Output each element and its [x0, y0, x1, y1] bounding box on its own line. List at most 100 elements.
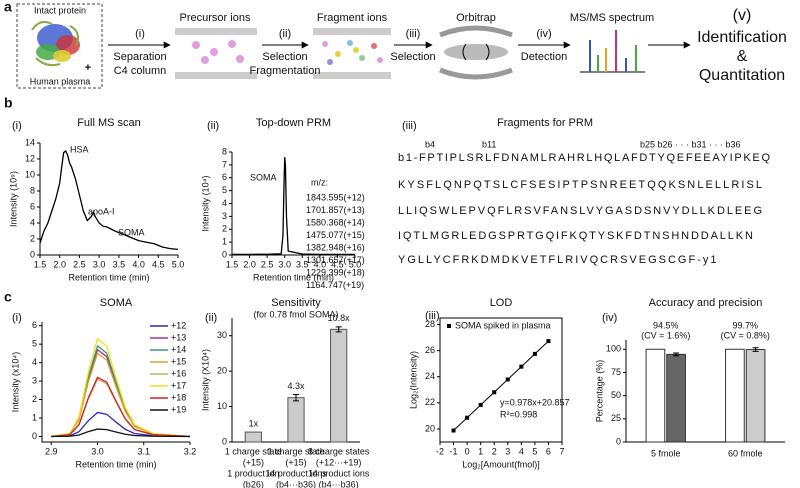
x-tick-label: 3.5	[296, 259, 309, 269]
x-tick-label: 0	[465, 446, 470, 456]
step-label: Separation	[113, 51, 166, 63]
y-tick-label: 10	[25, 169, 35, 179]
legend-label: +15	[171, 356, 186, 366]
step-number: (i)	[135, 28, 145, 40]
x-tick-label: (+15)	[243, 457, 264, 467]
x-tick-label: 3.0	[278, 259, 291, 269]
x-tick-label: (+12···+19)	[316, 457, 362, 467]
y-tick-label: 4	[30, 217, 35, 227]
y-tick-label: 28	[425, 319, 435, 329]
stage-label: MS/MS spectrum	[570, 12, 654, 24]
x-axis-label: Log₂[Amount(fmol)]	[462, 459, 540, 469]
x-tick-label: 1 charge state	[267, 446, 324, 456]
y-tick-label: 5	[32, 339, 37, 349]
annotation: R²=0.998	[500, 409, 537, 419]
point	[519, 364, 524, 369]
x-tick-label: 1 product ion	[227, 468, 279, 478]
spectrum-icon	[580, 30, 645, 73]
result-label: Quantitation	[699, 67, 785, 84]
point	[532, 351, 537, 356]
annotation: HSA	[70, 144, 89, 154]
x-axis-label: Retention time (min)	[75, 459, 156, 469]
orbitrap-icon	[439, 25, 513, 80]
bar	[645, 348, 666, 443]
subpanel-label: (iii)	[425, 310, 440, 322]
result-label: &	[737, 48, 748, 65]
subpanel-label: (iii)	[402, 120, 417, 132]
x-axis-label: Retention time (min)	[253, 272, 334, 282]
subpanel-label: (ii)	[207, 120, 219, 132]
x-tick-label: 3.0	[93, 259, 106, 269]
mz-label: 1301.657(+17)	[306, 255, 365, 265]
bar	[725, 348, 745, 443]
annotation: 4.3x	[287, 381, 305, 391]
x-tick-label: 3.0	[91, 446, 104, 456]
y-tick-label: 14	[25, 137, 35, 147]
protein-icon	[31, 21, 80, 67]
x-tick-label: -1	[450, 446, 458, 456]
data-line	[51, 411, 191, 438]
y-tick-label: 7	[222, 159, 227, 169]
mz-label: 1843.595(+12)	[306, 192, 365, 202]
legend-swatch	[447, 324, 451, 328]
fragment-marker: b4	[425, 139, 435, 149]
data-line	[51, 378, 191, 438]
x-tick-label: 2.0	[53, 259, 66, 269]
y-tick-label: 0	[222, 249, 227, 259]
step-number: (iii)	[406, 28, 421, 40]
data-line	[51, 376, 191, 438]
note: (CV = 1.6%)	[641, 330, 690, 340]
subpanel-label: (i)	[12, 120, 22, 132]
panel-title: Fragments for PRM	[497, 117, 593, 129]
error-bar	[673, 352, 680, 357]
stage-label: Orbitrap	[456, 12, 496, 24]
sequence-line: LLIQSWLEPVQFLRSVFANSLVYGASDSNVYDLLKDLEEG	[398, 205, 762, 217]
subpanel-label: (iv)	[602, 312, 617, 324]
value-label: 94.5%	[653, 320, 679, 330]
y-tick-label: 26	[425, 345, 435, 355]
x-tick-label: 4.0	[314, 259, 327, 269]
x-tick-label: 1	[478, 446, 483, 456]
y-tick-label: 8	[222, 146, 227, 156]
x-tick-label: 1.5	[34, 259, 47, 269]
x-tick-label: 1 charge state	[225, 446, 282, 456]
y-tick-label: 2	[222, 224, 227, 234]
x-tick-label: 5	[532, 446, 537, 456]
mz-label: 1382.948(+16)	[306, 242, 365, 252]
bar	[244, 431, 262, 443]
axis	[39, 143, 178, 256]
y-tick-label: 2	[32, 394, 37, 404]
y-axis-label: Intensity (10⁴)	[200, 176, 210, 232]
point	[492, 390, 497, 395]
plus: +	[85, 62, 91, 74]
point	[451, 428, 456, 433]
sample-label: Human plasma	[30, 76, 91, 86]
panel-label: c	[4, 289, 12, 305]
point	[546, 339, 551, 344]
annotation: SOMA	[250, 172, 277, 182]
data-line	[39, 149, 179, 251]
x-tick-label: 2.5	[73, 259, 86, 269]
x-tick-label: 3	[505, 446, 510, 456]
note: (CV = 0.8%)	[721, 330, 770, 340]
y-tick-label: 0	[222, 436, 227, 446]
y-axis-label: Intensity (10⁹)	[8, 171, 18, 227]
x-tick-label: 4.0	[132, 259, 145, 269]
x-tick-label: -2	[436, 446, 444, 456]
y-tick-label: 0	[32, 431, 37, 441]
y-tick-label: 100	[606, 344, 621, 354]
chart-title: Accuracy and precision	[649, 297, 763, 309]
x-tick-label: 3.2	[184, 446, 197, 456]
y-tick-label: 75	[611, 367, 621, 377]
point	[465, 415, 470, 420]
chart-title: Full MS scan	[77, 117, 141, 129]
y-tick-label: 1	[32, 412, 37, 422]
step-label: C4 column	[114, 65, 167, 77]
y-tick-label: 50	[611, 390, 621, 400]
x-tick-label: (b4···b36)	[319, 479, 359, 488]
step-number: (ii)	[279, 28, 291, 40]
x-tick-label: 1.5	[226, 259, 239, 269]
y-axis-label: Intensity (X10⁴)	[200, 349, 210, 411]
sample-label: Intact protein	[34, 5, 86, 15]
